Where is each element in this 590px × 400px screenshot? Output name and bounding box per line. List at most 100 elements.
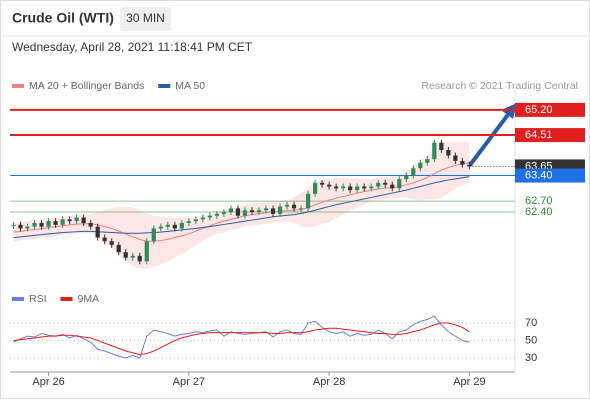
rsi-tick-label: 70 [525,317,537,329]
candle [453,155,458,161]
candle [207,215,212,218]
candle [179,222,184,229]
legend-swatch [60,297,73,301]
level-label: 62.70 [525,195,553,207]
candle [53,221,58,225]
level-box [515,128,585,143]
candle [376,182,381,187]
forecast-arrow-head [501,103,517,119]
candle [305,193,311,209]
candle [446,150,451,156]
candle [228,208,234,213]
candle [221,212,227,214]
level-label: 64.51 [525,129,553,141]
candle [193,219,198,222]
rsi-tick-label: 30 [525,352,537,364]
candle [334,186,339,189]
rsi-line [13,322,470,356]
candle [123,252,128,258]
rsi-line [13,315,470,359]
candle [348,186,353,191]
timeframe-box[interactable] [120,7,171,31]
candle [425,159,430,163]
candle [165,224,170,227]
candle [11,224,16,226]
candle [130,255,135,258]
candle [383,182,388,185]
level-label: 63.40 [525,169,553,181]
subtitle: Wednesday, April 28, 2021 11:18:41 PM CE… [12,40,253,54]
candle [235,208,241,216]
candle [256,210,262,213]
legend-swatch [158,84,171,88]
candle [25,226,30,229]
candle [460,160,465,165]
chart-title: Crude Oil (WTI) [12,10,114,26]
candle [137,255,142,262]
candle [102,237,107,242]
level-box [515,168,585,183]
timeframe[interactable]: 30 MIN [126,11,165,25]
x-tick-label: Apr 29 [453,376,485,388]
candle [390,184,395,189]
candle [291,204,297,209]
candle [362,186,367,189]
candle [341,186,346,189]
candle [263,208,269,211]
legend-swatch [12,297,24,301]
x-tick-label: Apr 26 [32,376,64,388]
candle [39,222,44,227]
candle [60,219,65,225]
candle [411,168,416,176]
level-label: 62.40 [525,206,553,218]
candle [249,210,255,213]
candle [151,228,156,242]
candle [18,224,23,229]
candle [327,184,332,187]
candle [439,142,444,151]
candle [418,162,423,169]
candle [214,213,220,216]
candle [397,179,402,189]
candle [313,182,318,194]
candle [109,241,114,245]
candle [95,226,100,238]
candle [32,222,37,227]
candle [88,222,93,227]
candle [116,244,121,253]
legend-swatch [12,84,24,88]
candle [270,208,276,214]
x-tick-label: Apr 27 [173,376,205,388]
candle [81,217,86,223]
candle [298,208,304,210]
candle [404,175,409,180]
candle [369,186,374,189]
legend-label: MA 50 [175,80,205,92]
candle [277,206,283,214]
ma50-line [13,176,470,239]
candle [320,182,325,185]
candle [432,142,437,160]
candle [67,219,72,222]
candle [284,204,290,207]
legend-label: MA 20 + Bollinger Bands [29,80,144,92]
level-box [515,102,585,117]
rsi-tick-label: 50 [525,334,537,346]
legend-label: 9MA [78,293,100,305]
candle [172,224,177,229]
legend-label: RSI [29,293,47,305]
bollinger-band [13,141,470,269]
candle [200,217,205,220]
candle [158,226,163,229]
candle [355,186,360,191]
credit: Research © 2021 Trading Central [421,80,578,92]
forecast-arrow [468,110,512,167]
candle [74,217,79,222]
candle [144,241,149,262]
level-label: 65.20 [525,104,553,116]
candle [46,221,51,227]
candle [186,221,191,223]
candle [467,164,472,167]
